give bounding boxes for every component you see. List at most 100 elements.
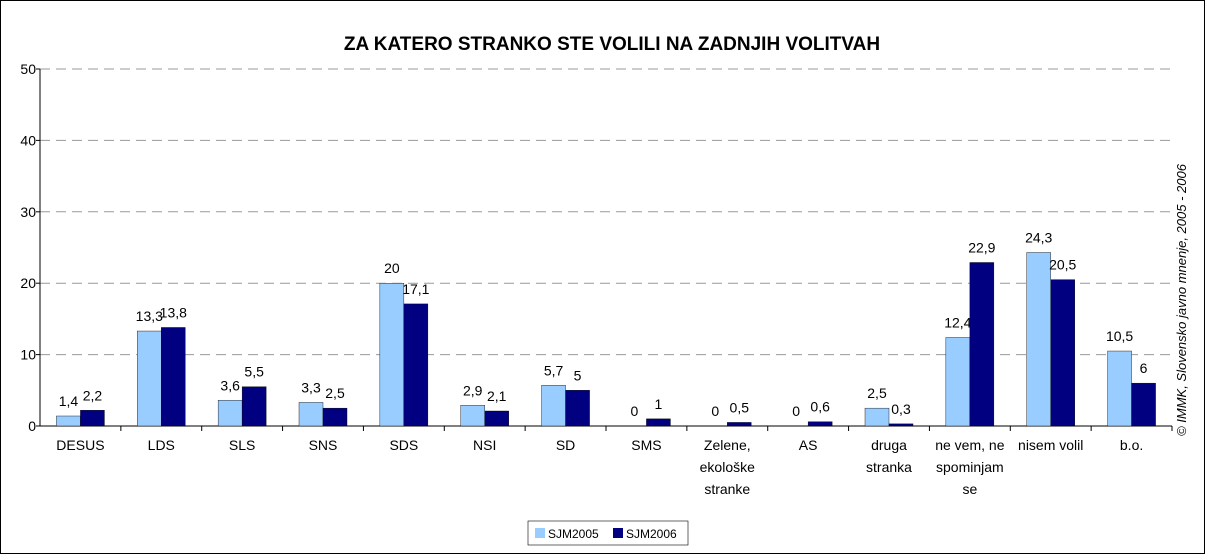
bar bbox=[727, 422, 752, 427]
value-label: 2,5 bbox=[325, 385, 345, 401]
bar bbox=[80, 410, 105, 427]
x-tick-line: b.o. bbox=[1120, 437, 1143, 453]
x-tick-label: nisem volil bbox=[1018, 437, 1083, 453]
x-tick-label: b.o. bbox=[1120, 437, 1143, 453]
x-tick-label: SNS bbox=[309, 437, 338, 453]
chart-title: ZA KATERO STRANKO STE VOLILI NA ZADNJIH … bbox=[344, 34, 880, 55]
bar bbox=[888, 423, 914, 427]
bar bbox=[1026, 252, 1051, 427]
legend-label: SJM2006 bbox=[626, 527, 677, 541]
y-tick-label: 20 bbox=[20, 275, 36, 291]
value-label: 2,5 bbox=[867, 385, 887, 401]
value-label: 10,5 bbox=[1106, 328, 1133, 344]
x-tick-line: Zelene, bbox=[704, 437, 751, 453]
value-label: 2,9 bbox=[463, 382, 483, 398]
value-label: 17,1 bbox=[402, 281, 429, 297]
x-tick-line: LDS bbox=[148, 437, 175, 453]
bar bbox=[565, 390, 590, 427]
bar bbox=[1131, 382, 1156, 427]
bar bbox=[56, 415, 81, 427]
value-label: 12,4 bbox=[944, 314, 971, 330]
bar bbox=[137, 330, 162, 427]
value-label: 3,6 bbox=[220, 377, 240, 393]
value-label: 13,3 bbox=[136, 308, 163, 324]
bar bbox=[646, 418, 671, 427]
x-tick-label: AS bbox=[799, 437, 818, 453]
value-label: 0 bbox=[711, 403, 719, 419]
bar bbox=[541, 385, 566, 427]
bar bbox=[945, 337, 971, 427]
value-label: 5,5 bbox=[244, 364, 264, 380]
x-tick-line: SNS bbox=[309, 437, 338, 453]
x-tick-line: se bbox=[962, 481, 977, 497]
x-tick-line: druga bbox=[871, 437, 907, 453]
bar bbox=[460, 405, 485, 427]
x-tick-label: ne vem, ne spominjam se bbox=[935, 437, 1004, 497]
value-label: 1,4 bbox=[59, 393, 79, 409]
value-label: 0,3 bbox=[891, 401, 911, 417]
value-label: 20,5 bbox=[1049, 257, 1076, 273]
x-tick-line: ekološke bbox=[700, 459, 755, 475]
bar bbox=[1107, 350, 1132, 427]
x-tick-line: SDS bbox=[389, 437, 418, 453]
bar bbox=[241, 386, 267, 427]
value-label: 0,6 bbox=[810, 399, 830, 415]
y-tick-label: 30 bbox=[20, 204, 36, 220]
legend-swatch bbox=[535, 528, 545, 538]
value-label: 20 bbox=[384, 260, 400, 276]
value-label: 5 bbox=[574, 367, 582, 383]
bar bbox=[161, 327, 186, 427]
legend-box bbox=[527, 520, 689, 546]
x-tick-label: SDS bbox=[389, 437, 418, 453]
bar bbox=[1050, 279, 1075, 427]
x-tick-label: NSI bbox=[473, 437, 496, 453]
x-tick-label: Zelene, ekološke stranke bbox=[700, 437, 755, 497]
value-label: 2,1 bbox=[487, 388, 507, 404]
x-tick-line: stranka bbox=[866, 459, 912, 475]
bar bbox=[322, 407, 348, 427]
value-label: 22,9 bbox=[968, 239, 995, 255]
x-tick-label: druga stranka bbox=[866, 437, 912, 475]
x-tick-line: SD bbox=[556, 437, 575, 453]
x-tick-label: DESUS bbox=[56, 437, 104, 453]
x-tick-label: SD bbox=[556, 437, 575, 453]
x-tick-line: spominjam bbox=[936, 459, 1004, 475]
bar bbox=[807, 421, 833, 427]
x-tick-line: DESUS bbox=[56, 437, 104, 453]
bar bbox=[403, 303, 429, 427]
x-tick-label: LDS bbox=[148, 437, 175, 453]
x-tick-line: NSI bbox=[473, 437, 496, 453]
value-label: 13,8 bbox=[160, 304, 187, 320]
x-tick-line: ne vem, ne bbox=[935, 437, 1004, 453]
value-label: 1 bbox=[655, 396, 663, 412]
x-tick-line: SLS bbox=[229, 437, 255, 453]
bar bbox=[379, 283, 405, 427]
x-tick-line: nisem volil bbox=[1018, 437, 1083, 453]
x-tick-label: SMS bbox=[631, 437, 661, 453]
x-tick-line: stranke bbox=[704, 481, 750, 497]
source-note: © IMMK, Slovensko javno mnenje, 2005 - 2… bbox=[1174, 163, 1189, 436]
value-label: 3,3 bbox=[301, 379, 321, 395]
value-label: 0,5 bbox=[730, 399, 750, 415]
bar bbox=[484, 410, 509, 427]
bar bbox=[298, 402, 324, 427]
value-label: 5,7 bbox=[544, 362, 564, 378]
value-label: 0 bbox=[631, 403, 639, 419]
x-tick-line: AS bbox=[799, 437, 818, 453]
bar bbox=[864, 407, 890, 427]
x-tick-line: SMS bbox=[631, 437, 661, 453]
legend-label: SJM2005 bbox=[548, 527, 599, 541]
x-tick-label: SLS bbox=[229, 437, 255, 453]
y-tick-label: 40 bbox=[20, 132, 36, 148]
value-label: 6 bbox=[1140, 360, 1148, 376]
y-tick-label: 50 bbox=[20, 61, 36, 77]
y-tick-label: 0 bbox=[28, 418, 36, 434]
value-label: 2,2 bbox=[83, 387, 103, 403]
value-label: 24,3 bbox=[1025, 229, 1052, 245]
bar bbox=[969, 262, 995, 427]
legend-swatch bbox=[613, 528, 623, 538]
bar bbox=[217, 400, 243, 427]
y-tick-label: 10 bbox=[20, 347, 36, 363]
value-label: 0 bbox=[792, 403, 800, 419]
